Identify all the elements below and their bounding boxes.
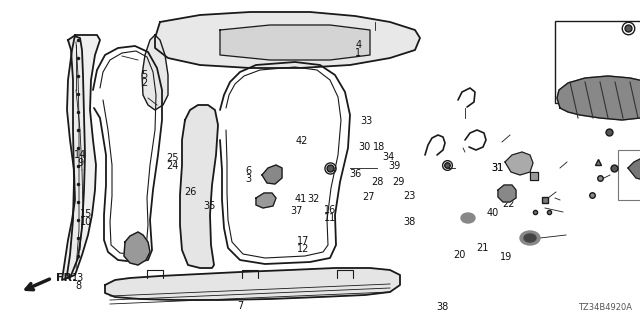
Text: 38: 38 (403, 217, 416, 227)
Text: 19: 19 (499, 252, 512, 262)
FancyBboxPatch shape (555, 21, 640, 103)
Text: 38: 38 (436, 302, 449, 312)
Text: 24: 24 (166, 161, 179, 172)
Text: 31: 31 (492, 163, 504, 173)
Text: 1: 1 (355, 48, 362, 58)
Text: 4: 4 (355, 40, 362, 50)
Polygon shape (180, 105, 218, 268)
Text: 20: 20 (453, 250, 466, 260)
Ellipse shape (524, 234, 536, 242)
Text: 27: 27 (362, 192, 375, 202)
Text: 11: 11 (324, 213, 337, 223)
Text: 14: 14 (74, 150, 86, 160)
Text: 12: 12 (296, 244, 309, 254)
Text: 17: 17 (296, 236, 309, 246)
Text: 10: 10 (80, 217, 93, 228)
Polygon shape (155, 12, 420, 68)
Text: 16: 16 (324, 205, 337, 215)
Polygon shape (557, 76, 640, 120)
Text: 39: 39 (388, 161, 401, 172)
FancyBboxPatch shape (618, 150, 640, 200)
Text: 30: 30 (358, 141, 371, 152)
Text: TZ34B4920A: TZ34B4920A (578, 303, 632, 312)
Text: 31: 31 (492, 163, 504, 173)
Polygon shape (124, 232, 150, 265)
Ellipse shape (461, 213, 475, 223)
Ellipse shape (520, 231, 540, 245)
Text: 23: 23 (403, 191, 416, 202)
Text: 2: 2 (141, 78, 147, 88)
Text: 21: 21 (476, 243, 489, 253)
Polygon shape (62, 35, 100, 280)
Polygon shape (142, 35, 168, 110)
Text: 26: 26 (184, 187, 197, 197)
Text: 34: 34 (382, 152, 395, 162)
Text: 5: 5 (141, 70, 147, 80)
Polygon shape (256, 193, 276, 208)
Text: 32: 32 (307, 194, 320, 204)
Polygon shape (530, 172, 538, 180)
Text: 37: 37 (290, 206, 303, 216)
Text: 35: 35 (204, 201, 216, 212)
Text: 42: 42 (296, 136, 308, 147)
Text: 28: 28 (371, 177, 384, 188)
Text: 8: 8 (75, 281, 81, 292)
Text: FR.: FR. (56, 273, 77, 283)
Text: 6: 6 (245, 166, 252, 176)
Text: 9: 9 (77, 158, 83, 168)
Text: 41: 41 (294, 194, 307, 204)
Polygon shape (628, 158, 640, 180)
Text: 13: 13 (72, 273, 84, 284)
Polygon shape (498, 185, 516, 202)
Polygon shape (105, 268, 400, 300)
Text: 25: 25 (166, 153, 179, 164)
Text: 22: 22 (502, 199, 515, 209)
Polygon shape (67, 36, 85, 278)
Text: 15: 15 (80, 209, 93, 220)
Polygon shape (220, 25, 370, 60)
Polygon shape (505, 152, 533, 175)
Text: 36: 36 (349, 169, 362, 180)
Text: 29: 29 (392, 177, 404, 188)
Text: 18: 18 (372, 141, 385, 152)
Text: 7: 7 (237, 300, 243, 311)
Text: 3: 3 (245, 174, 252, 184)
Text: 33: 33 (360, 116, 372, 126)
Text: 40: 40 (486, 208, 499, 218)
Polygon shape (262, 165, 282, 184)
